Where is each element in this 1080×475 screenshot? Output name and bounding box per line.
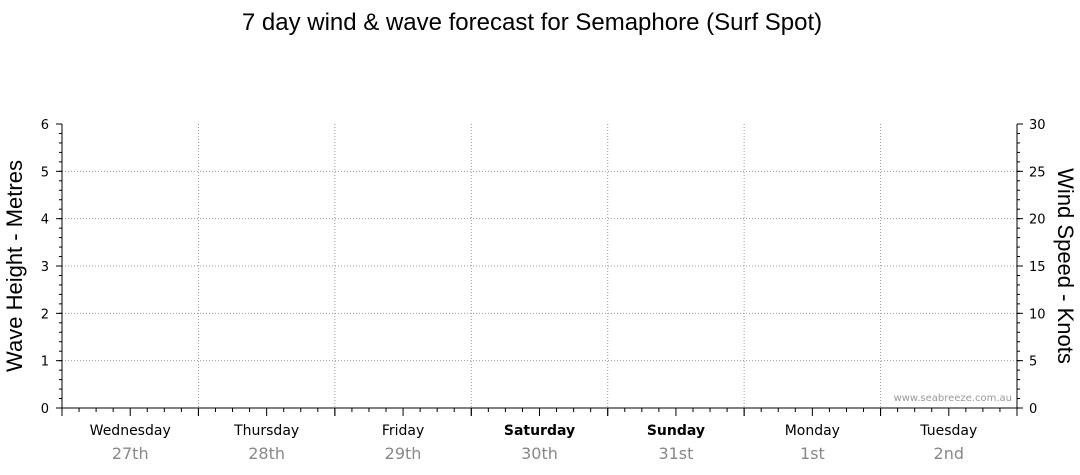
grid xyxy=(62,124,1017,408)
left-axis: 0 1 2 3 4 5 6 xyxy=(41,118,62,417)
day-name-label: Sunday xyxy=(647,423,705,439)
day-name-label: Friday xyxy=(382,423,424,439)
y-axis-label-right: Wind Speed - Knots xyxy=(1053,168,1078,364)
y-axis-label-left: Wave Height - Metres xyxy=(2,160,27,372)
watermark: www.seabreeze.com.au xyxy=(894,393,1012,404)
left-tick-label: 3 xyxy=(41,260,49,275)
day-date-label: 27th xyxy=(112,444,149,463)
left-tick-label: 4 xyxy=(41,213,49,228)
day-name-label: Tuesday xyxy=(919,423,977,439)
right-tick-label: 10 xyxy=(1029,307,1046,322)
chart-title: 7 day wind & wave forecast for Semaphore… xyxy=(242,9,822,36)
x-axis: Wednesday 27th Thursday 28th Friday 29th Satur… xyxy=(61,408,1018,463)
right-tick-label: 20 xyxy=(1029,213,1046,228)
right-axis: 0 5 10 15 20 25 30 xyxy=(1017,118,1046,417)
day-name-label: Thursday xyxy=(233,423,299,439)
left-tick-label: 6 xyxy=(41,118,49,133)
left-tick-label: 5 xyxy=(41,165,49,180)
day-date-label: 1st xyxy=(800,444,825,463)
right-tick-label: 5 xyxy=(1029,355,1037,370)
day-date-label: 30th xyxy=(521,444,558,463)
right-tick-label: 30 xyxy=(1029,118,1046,133)
right-tick-label: 0 xyxy=(1029,402,1037,417)
day-name-label: Saturday xyxy=(504,423,575,439)
day-date-label: 2nd xyxy=(934,444,964,463)
left-tick-label: 2 xyxy=(41,307,49,322)
day-date-label: 28th xyxy=(248,444,285,463)
left-tick-label: 0 xyxy=(41,402,49,417)
left-tick-label: 1 xyxy=(41,355,49,370)
day-name-label: Monday xyxy=(785,423,840,439)
right-tick-label: 25 xyxy=(1029,165,1046,180)
day-date-label: 31st xyxy=(658,444,693,463)
right-tick-label: 15 xyxy=(1029,260,1046,275)
day-date-label: 29th xyxy=(385,444,422,463)
day-name-label: Wednesday xyxy=(90,423,171,439)
